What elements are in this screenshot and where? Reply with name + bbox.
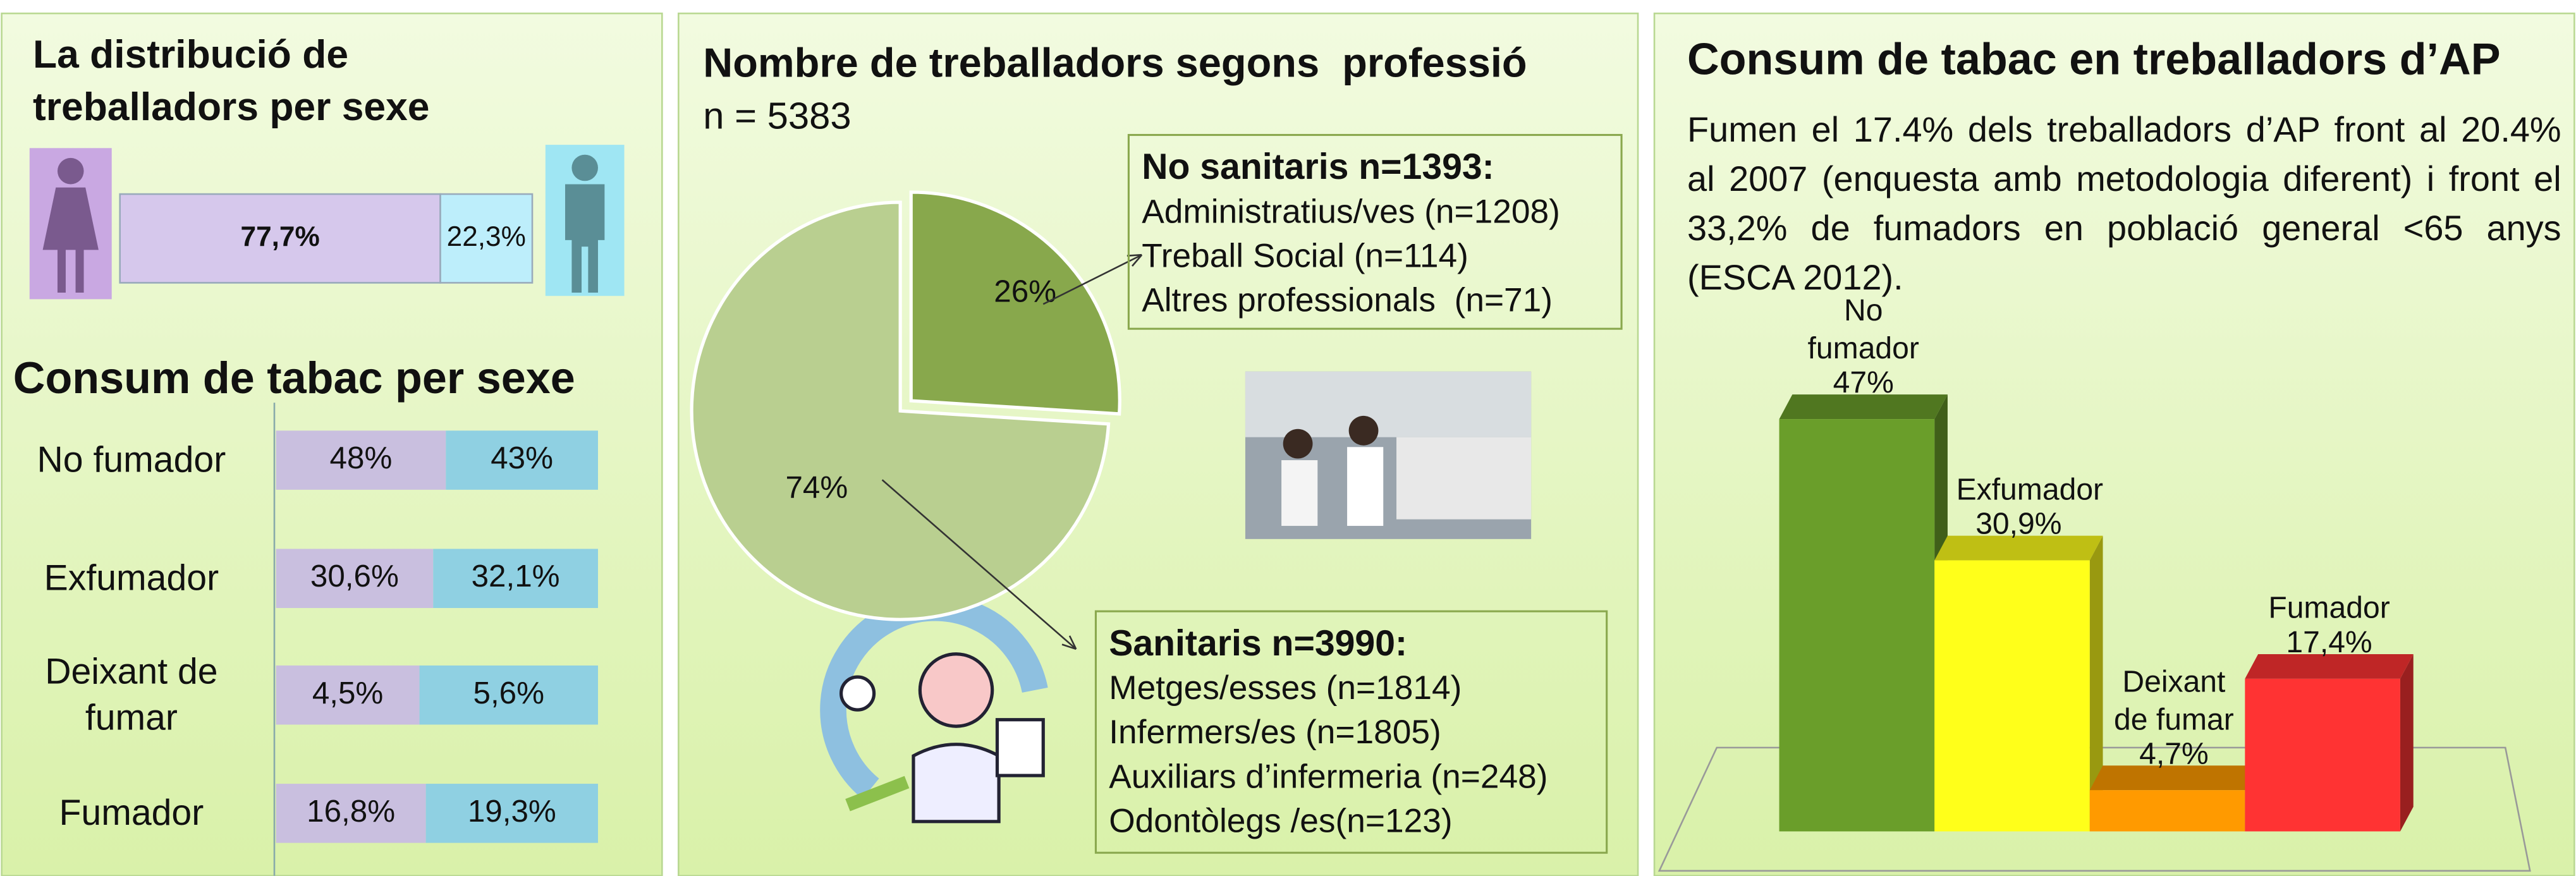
annotation-line: Odontòlegs /es(n=123) (1109, 803, 1452, 840)
value-label: 5,6% (473, 676, 545, 710)
chart-title: Nombre de treballadors segons professió (703, 40, 1527, 86)
body: La distribució de treballadors per sexe 7… (0, 0, 2576, 876)
female-icon (30, 148, 112, 299)
value-label: 19,3% (468, 794, 556, 829)
value-label: 4,5% (312, 676, 384, 710)
category-label: Exfumador (1920, 413, 2117, 508)
annotation-title: Sanitaris n=3990: (1109, 623, 1407, 664)
chart-subtitle: n = 5383 (703, 94, 851, 137)
value-label: 26% (994, 274, 1056, 309)
bar (2090, 790, 2245, 831)
category-label-box: Deixant de fumar (0, 646, 263, 745)
page: Consum de tabac {"chart_data": [ {"type"… (0, 0, 2576, 876)
category-label-box: Fumador (0, 764, 263, 863)
annotation-line: Infermers/es (n=1805) (1109, 714, 1441, 751)
value-label: 43% (491, 441, 553, 475)
value-label: 17,4% (2286, 625, 2372, 659)
category-label: Fumador (2231, 531, 2428, 626)
category-label-box: No fumador (1765, 271, 1962, 367)
infographic: La distribució de treballadors per sexe 7… (0, 0, 2576, 876)
value-label: 30,6% (310, 559, 399, 593)
value-label: 4,7% (2139, 736, 2209, 770)
category-label-box: Deixant de fumar (2075, 642, 2273, 738)
chart-title-box: La distribució de treballadors per sexe (33, 30, 526, 145)
category-label-box: No fumador (0, 411, 263, 509)
bar (2245, 679, 2400, 831)
chart-title: Consum de tabac per sexe (13, 353, 575, 403)
annotation-line: Metges/esses (n=1814) (1109, 669, 1462, 707)
chart-title: Consum de tabac en treballadors d’AP (1687, 34, 2500, 84)
category-label: Fumador (0, 764, 263, 863)
annotation-line: Auxiliars d’infermeria (n=248) (1109, 758, 1547, 795)
category-label: Deixant de fumar (0, 646, 263, 745)
annotation-line: Treball Social (n=114) (1142, 238, 1468, 275)
chart-title: La distribució de treballadors per sexe (33, 30, 526, 135)
category-label: No fumador (0, 411, 263, 509)
value-label: 77,7% (241, 221, 320, 252)
category-label: Exfumador (0, 529, 263, 628)
value-label: 22,3% (447, 221, 526, 252)
annotation-line: Administratius/ves (n=1208) (1142, 193, 1560, 230)
value-label: 30,9% (1975, 507, 2061, 541)
category-label-box: Exfumador (1920, 413, 2117, 508)
category-label: No fumador (1765, 271, 1962, 367)
bar (1779, 419, 1935, 831)
value-label: 47% (1833, 365, 1894, 399)
category-label: Deixant de fumar (2075, 642, 2273, 738)
value-label: 16,8% (307, 794, 395, 829)
male-icon (546, 145, 625, 296)
value-label: 74% (785, 470, 848, 504)
value-label: 32,1% (472, 559, 560, 593)
office-photo (1245, 372, 1531, 539)
category-label-box: Fumador (2231, 531, 2428, 626)
bar-side (2400, 654, 2414, 831)
annotation-title: No sanitaris n=1393: (1142, 147, 1494, 187)
bar (1934, 561, 2090, 832)
annotation-line: Altres professionals (n=71) (1142, 282, 1553, 319)
category-label-box: Exfumador (0, 529, 263, 628)
value-label: 48% (330, 441, 393, 475)
